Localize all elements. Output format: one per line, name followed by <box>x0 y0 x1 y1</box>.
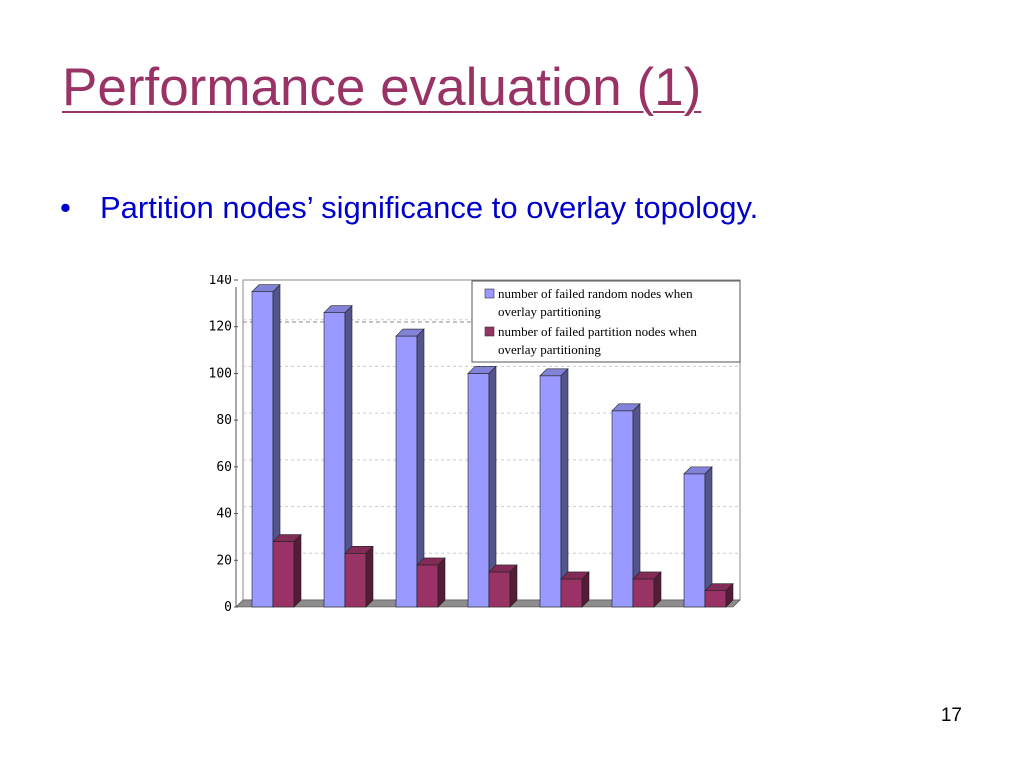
bar <box>251 283 281 608</box>
bar-front <box>704 590 727 608</box>
bar-front <box>611 410 634 608</box>
y-tick-label: 80 <box>216 413 232 428</box>
bar-front <box>632 578 655 608</box>
bar-front <box>251 291 274 608</box>
bar <box>344 545 374 608</box>
y-tick-label: 20 <box>216 553 232 568</box>
bar-side <box>365 545 374 608</box>
bar <box>560 571 590 608</box>
bullet-text: Partition nodes’ significance to overlay… <box>100 190 759 225</box>
bar-front <box>467 373 490 608</box>
bar-side <box>560 368 569 608</box>
bar <box>632 571 662 608</box>
bar <box>704 582 734 608</box>
y-tick-label: 140 <box>209 275 232 288</box>
bar <box>488 564 518 608</box>
bar-front <box>683 473 706 608</box>
chart-legend: number of failed random nodes when overla… <box>471 280 741 363</box>
bar-side <box>725 582 734 608</box>
bullet-point: • Partition nodes’ significance to overla… <box>60 190 758 226</box>
bar-side <box>653 571 662 608</box>
y-tick-label: 60 <box>216 460 232 475</box>
bar-side <box>581 571 590 608</box>
bar-front <box>395 335 418 608</box>
bar-front <box>323 312 346 608</box>
bar <box>272 533 302 608</box>
bar <box>395 328 425 608</box>
y-tick-label: 100 <box>209 366 232 381</box>
chart-bars <box>251 283 734 608</box>
legend-swatch <box>484 326 495 337</box>
bar-front <box>344 552 367 608</box>
bullet-marker: • <box>60 190 71 225</box>
y-axis: 0 20 40 60 80 100 120 140 <box>209 275 238 615</box>
bar-front <box>560 578 583 608</box>
bar <box>683 466 713 608</box>
bar-front <box>272 541 295 608</box>
bar <box>539 368 569 608</box>
bar <box>611 403 641 608</box>
legend-label: number of failed random nodes when overla… <box>498 286 693 319</box>
legend-box <box>471 280 741 363</box>
bar <box>416 557 446 608</box>
bar <box>323 304 353 608</box>
bar-front <box>488 571 511 608</box>
page-number: 17 <box>940 705 962 726</box>
bar-front <box>416 564 439 608</box>
y-tick-label: 120 <box>209 320 232 335</box>
bar-side <box>293 533 302 608</box>
slide-title: Performance evaluation (1) <box>62 58 702 117</box>
y-tick-label: 40 <box>216 507 232 522</box>
bar-side <box>437 557 446 608</box>
bar-side <box>509 564 518 608</box>
legend-swatch <box>484 288 495 299</box>
bar-front <box>539 375 562 608</box>
legend-label: number of failed partition nodes when ove… <box>498 324 697 357</box>
y-tick-label: 0 <box>224 600 232 615</box>
bar-chart: 0 20 40 60 80 100 120 140 number of failed rand… <box>209 275 741 615</box>
